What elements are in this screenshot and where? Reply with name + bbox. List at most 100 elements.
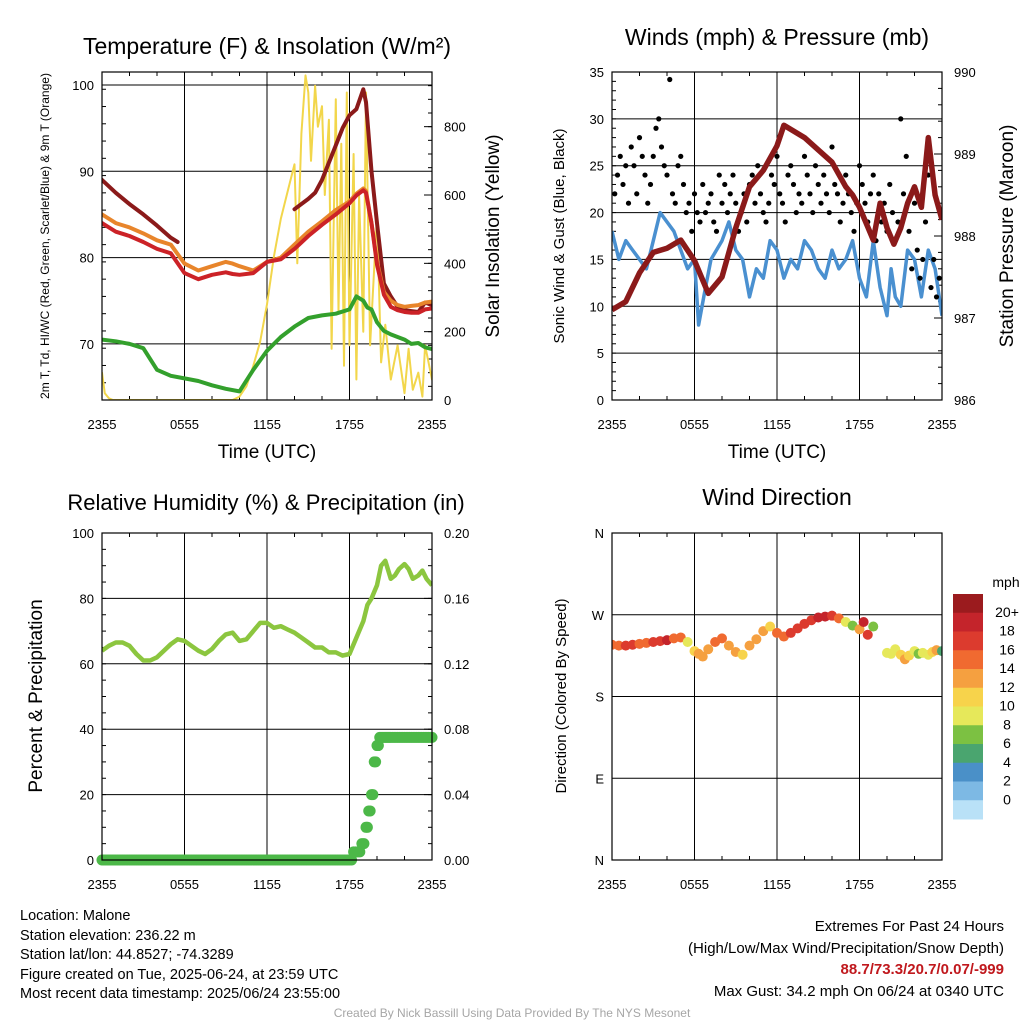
gust-point (815, 181, 821, 188)
y-axis-label: Direction (Colored By Speed) (553, 598, 570, 793)
y2-tick-label: 990 (954, 65, 976, 80)
gust-point (713, 228, 720, 234)
gust-point (667, 76, 673, 83)
colorbar-label: 16 (999, 641, 1015, 657)
y2-tick-label: 0.20 (444, 526, 469, 541)
x-tick-label: 1755 (845, 417, 874, 432)
gust-point (796, 191, 802, 197)
colorbar-swatch (953, 612, 983, 632)
gust-point (933, 294, 940, 300)
gust-point (744, 219, 750, 225)
gust-point (914, 247, 920, 253)
gust-point (911, 200, 918, 206)
y2-tick-label: 0.04 (444, 788, 469, 803)
gust-point (625, 200, 632, 206)
x-tick-label: 1155 (763, 417, 791, 432)
gust-point (834, 191, 841, 197)
gust-point (766, 200, 772, 206)
extremes-panel: Extremes For Past 24 Hours (High/Low/Max… (688, 916, 1004, 1002)
gust-point (859, 181, 865, 188)
gust-point (887, 181, 893, 188)
gust-point (689, 228, 695, 234)
direction-point (744, 640, 755, 651)
gust-point (856, 163, 863, 169)
y-tick-label: 10 (590, 299, 604, 314)
gust-point (702, 209, 709, 216)
colorbar-title: mph (992, 574, 1019, 590)
gust-point (843, 172, 849, 178)
colorbar-label: 14 (999, 660, 1015, 676)
y2-tick-label: 986 (954, 393, 976, 408)
y2-axis-label: Solar Insolation (Yellow) (483, 134, 504, 337)
y-tick-label: 80 (80, 591, 94, 606)
panel-4: 2355 0555 1155 1755 2355 N E S W N Wind Direction D… (553, 484, 1020, 892)
gust-point (697, 219, 703, 225)
y-tick-label: 35 (590, 65, 604, 80)
gust-point (851, 228, 857, 234)
colorbar-swatch (953, 687, 983, 707)
gust-point (928, 284, 934, 291)
gust-point (730, 172, 736, 178)
y2-tick-label: 0 (444, 393, 451, 408)
rh-line (102, 558, 432, 663)
y-tick-label: 20 (590, 206, 604, 221)
gust-point (768, 172, 775, 178)
gust-point (727, 191, 733, 197)
gust-point (708, 191, 714, 197)
y2-tick-label: 400 (444, 256, 466, 271)
gust-point (749, 172, 755, 178)
y2-axis-label: Station Pressure (Maroon) (997, 125, 1018, 348)
gust-point (760, 209, 766, 216)
colorbar-swatch (953, 669, 983, 689)
chart-title: Wind Direction (702, 484, 852, 510)
plot-border (101, 71, 433, 401)
gust-point (675, 163, 681, 169)
y2-tick-label: 200 (444, 325, 466, 340)
station-info: Location: Malone Station elevation: 236.… (20, 907, 340, 1005)
colorbar-swatch (953, 631, 983, 651)
gust-point (642, 172, 648, 178)
figure-created: Figure created on Tue, 2025-06-24, at 23… (20, 966, 339, 983)
gust-point (647, 181, 654, 188)
gust-point (903, 153, 909, 159)
colorbar-swatch (953, 725, 983, 745)
gust-point (617, 153, 623, 159)
gust-point (700, 181, 706, 188)
x-tick-label: 1755 (335, 417, 364, 432)
y-axis-label: 2m T, Td, HI/WC (Red, Green, Scarlet/Blu… (38, 73, 52, 399)
direction-point (854, 624, 865, 635)
y-tick-label: S (595, 690, 604, 705)
chart-title: Winds (mph) & Pressure (mb) (625, 24, 929, 50)
y2-tick-label: 0.16 (444, 591, 469, 606)
wind-speed-line (612, 210, 942, 327)
x-tick-label: 0555 (680, 417, 709, 432)
precip-point (370, 756, 382, 768)
colorbar-label: 20+ (995, 604, 1019, 620)
gust-point (829, 144, 835, 150)
gust-point (680, 181, 687, 188)
y-tick-label: 60 (80, 657, 94, 672)
gust-point (711, 219, 717, 225)
y-tick-label: 5 (597, 346, 604, 361)
gust-point (623, 163, 629, 169)
y-tick-label: 20 (80, 788, 94, 803)
plot-border (101, 532, 433, 861)
colorbar-swatch (953, 650, 983, 670)
gust-point (801, 153, 808, 159)
direction-point (703, 644, 714, 655)
colorbar-swatch (953, 762, 983, 782)
station-location: Location: Malone (20, 908, 131, 924)
x-tick-label: 1155 (253, 877, 281, 892)
x-tick-label: 2355 (418, 417, 447, 432)
direction-point (723, 640, 734, 651)
direction-point (858, 617, 869, 628)
gust-point (631, 163, 637, 169)
gust-point (889, 209, 896, 216)
plot-border (611, 532, 943, 861)
gust-point (716, 172, 722, 178)
gust-point (705, 200, 711, 206)
gust-point (793, 209, 799, 216)
gust-point (686, 200, 692, 206)
gust-point (653, 125, 659, 131)
